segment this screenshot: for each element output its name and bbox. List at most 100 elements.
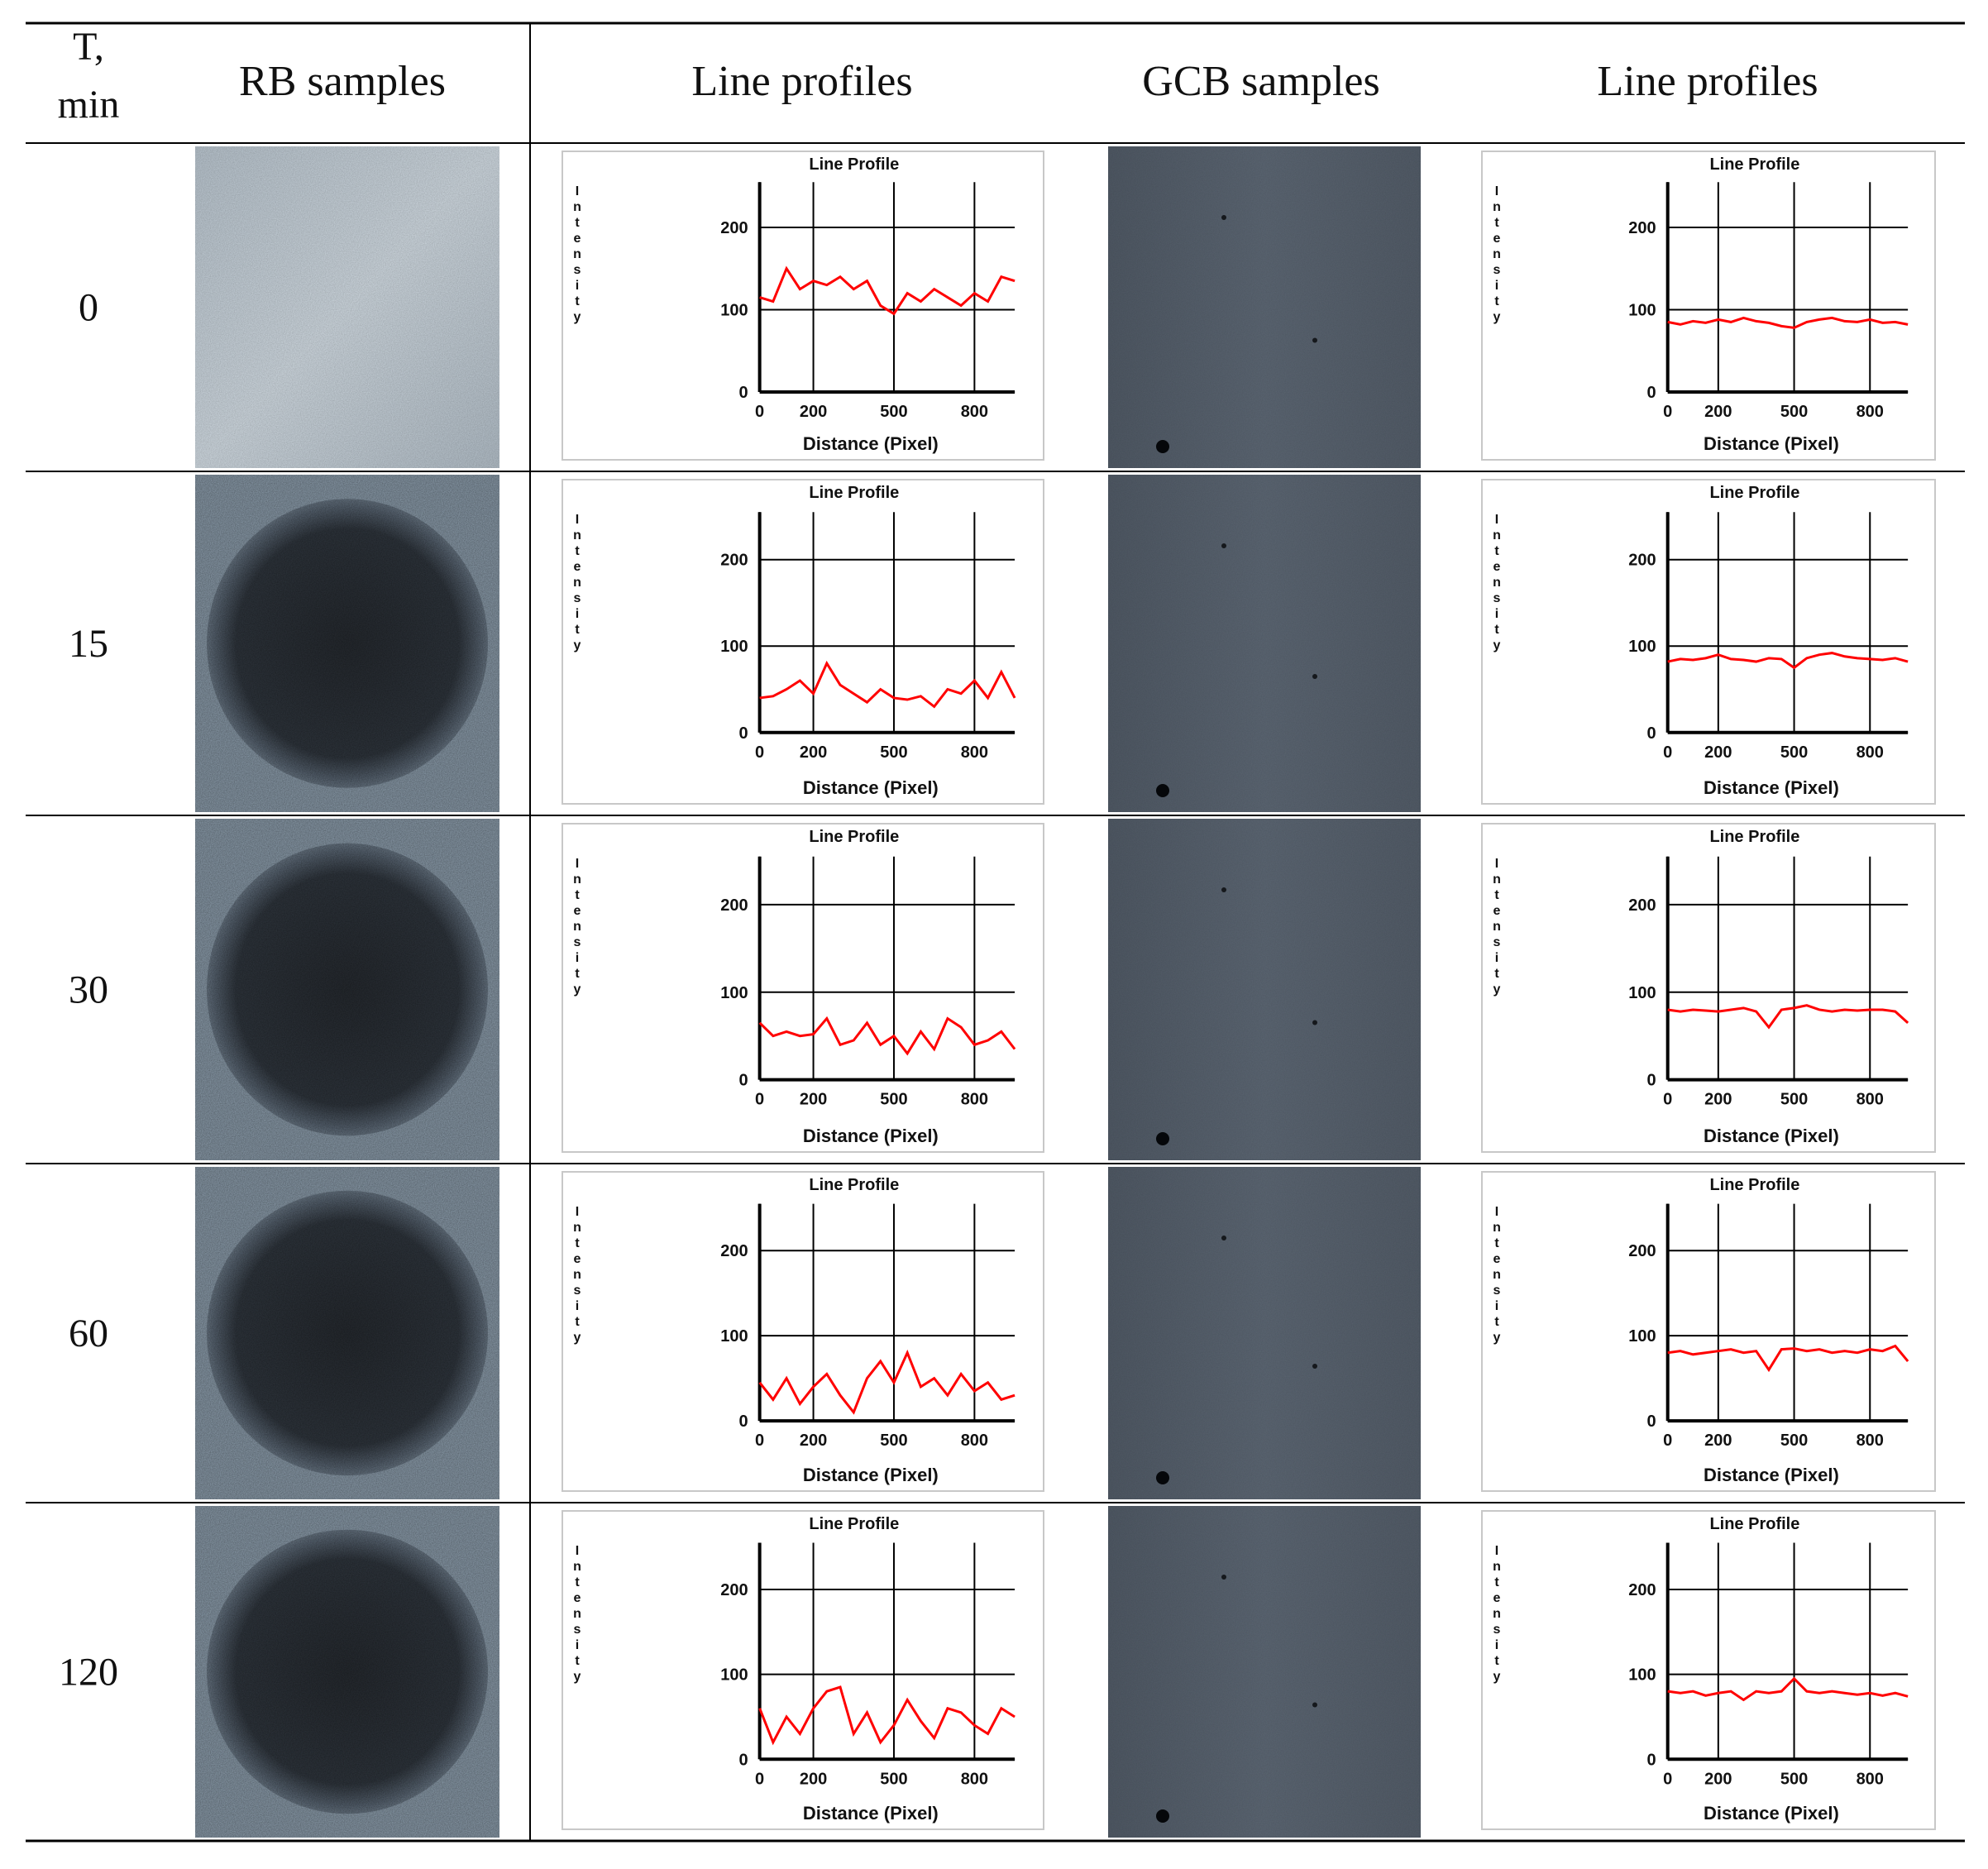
profile-line	[759, 265, 1016, 316]
profile-line	[1667, 1676, 1909, 1702]
photo-grain	[1108, 1506, 1421, 1838]
line-profile-chart: Line Profile Intensity Distance (Pixel) 0 10…	[1481, 479, 1936, 805]
y-axis-label: Intensity	[571, 857, 585, 998]
time-label: 0	[79, 286, 98, 330]
y-tick-label: 100	[720, 301, 748, 319]
y-axis-label: Intensity	[1490, 513, 1504, 654]
chart-frame	[1481, 1510, 1936, 1830]
y-tick-label: 200	[1628, 1581, 1656, 1599]
x-tick-label: 0	[755, 403, 764, 421]
x-axis-label: Distance (Pixel)	[1704, 777, 1839, 798]
y-tick-label: 200	[720, 1242, 748, 1260]
x-axis-label: Distance (Pixel)	[1704, 1803, 1839, 1824]
pore	[1221, 887, 1226, 892]
x-tick-label: 0	[1663, 1432, 1672, 1450]
x-tick-label: 800	[961, 1091, 988, 1109]
chart-title: Line Profile	[1709, 1176, 1799, 1194]
table: T, min RB samples Line profiles GCB samples L…	[26, 22, 1965, 1843]
pore	[1221, 215, 1226, 220]
y-axis-label: Intensity	[571, 1205, 585, 1346]
pore	[1221, 1575, 1226, 1580]
y-tick-label: 0	[1647, 1751, 1656, 1769]
chart-title: Line Profile	[1709, 828, 1799, 846]
y-axis-label: Intensity	[571, 184, 585, 326]
x-tick-label: 200	[1704, 1770, 1732, 1788]
time-header: min	[58, 83, 120, 127]
y-tick-label: 0	[1647, 384, 1656, 402]
x-tick-label: 800	[1857, 403, 1884, 421]
x-tick-label: 800	[1857, 743, 1884, 762]
pore	[1312, 1020, 1317, 1025]
x-tick-label: 500	[1780, 1432, 1808, 1450]
profile-line	[1667, 1004, 1909, 1030]
column-header: Line profiles	[691, 58, 912, 105]
pore	[1221, 543, 1226, 548]
x-tick-label: 800	[961, 403, 988, 421]
time-header: T,	[73, 25, 104, 69]
y-tick-label: 200	[1628, 1242, 1656, 1260]
x-axis-label: Distance (Pixel)	[1704, 1465, 1839, 1485]
x-tick-label: 500	[880, 1091, 907, 1109]
photo-grain	[195, 819, 499, 1160]
profile-line	[758, 1349, 1016, 1415]
rb-sample-photo	[195, 819, 499, 1160]
line-profile-chart: Line Profile Intensity Distance (Pixel) 0 10…	[1481, 1171, 1936, 1492]
y-tick-label: 200	[1628, 896, 1656, 915]
x-tick-label: 200	[1704, 1091, 1732, 1109]
x-tick-label: 500	[880, 403, 907, 421]
gcb-sample-photo	[1108, 1167, 1421, 1499]
x-tick-label: 500	[880, 1432, 907, 1450]
x-tick-label: 200	[800, 743, 827, 762]
x-tick-label: 200	[1704, 403, 1732, 421]
rb-sample-photo	[195, 146, 499, 468]
x-tick-label: 0	[1663, 1770, 1672, 1788]
y-tick-label: 0	[738, 724, 748, 743]
y-tick-label: 100	[720, 1666, 748, 1685]
y-axis-label: Intensity	[571, 1544, 585, 1685]
x-tick-label: 500	[1780, 1770, 1808, 1788]
y-tick-label: 200	[720, 219, 748, 237]
y-axis-label: Intensity	[1490, 857, 1504, 998]
x-axis-label: Distance (Pixel)	[1704, 1126, 1839, 1146]
y-tick-label: 200	[720, 1581, 748, 1599]
x-axis-label: Distance (Pixel)	[803, 1126, 939, 1146]
pore	[1156, 440, 1169, 453]
chart-frame	[562, 823, 1044, 1153]
pore	[1156, 1132, 1169, 1145]
photo-grain	[195, 475, 499, 812]
x-tick-label: 800	[1857, 1432, 1884, 1450]
pore	[1156, 1809, 1169, 1823]
photo-grain	[1108, 1167, 1421, 1499]
time-label: 30	[69, 968, 108, 1012]
rb-sample-photo	[195, 1506, 499, 1838]
x-tick-label: 500	[1780, 403, 1808, 421]
rb-sample-photo	[195, 475, 499, 812]
profile-line	[758, 1685, 1016, 1746]
column-header: GCB samples	[1142, 58, 1379, 105]
x-tick-label: 200	[800, 403, 827, 421]
y-tick-label: 0	[1647, 1072, 1656, 1090]
photo-grain	[195, 1167, 499, 1499]
x-tick-label: 800	[961, 1770, 988, 1788]
x-tick-label: 200	[800, 1770, 827, 1788]
time-label: 15	[69, 622, 108, 666]
x-axis-label: Distance (Pixel)	[803, 777, 939, 798]
chart-title: Line Profile	[809, 1515, 899, 1533]
photo-grain	[195, 1506, 499, 1838]
pore	[1312, 674, 1317, 679]
y-tick-label: 0	[738, 1072, 748, 1090]
chart-frame	[562, 479, 1044, 805]
x-tick-label: 800	[961, 743, 988, 762]
photo-grain	[195, 146, 499, 468]
chart-title: Line Profile	[1709, 484, 1799, 502]
x-tick-label: 500	[1780, 1091, 1808, 1109]
profile-line	[759, 660, 1016, 709]
chart-frame	[562, 151, 1044, 461]
y-axis-label: Intensity	[1490, 184, 1504, 326]
x-tick-label: 800	[961, 1432, 988, 1450]
y-tick-label: 100	[720, 984, 748, 1002]
photo-grain	[1108, 146, 1421, 468]
y-tick-label: 200	[1628, 219, 1656, 237]
y-tick-label: 100	[720, 638, 748, 656]
